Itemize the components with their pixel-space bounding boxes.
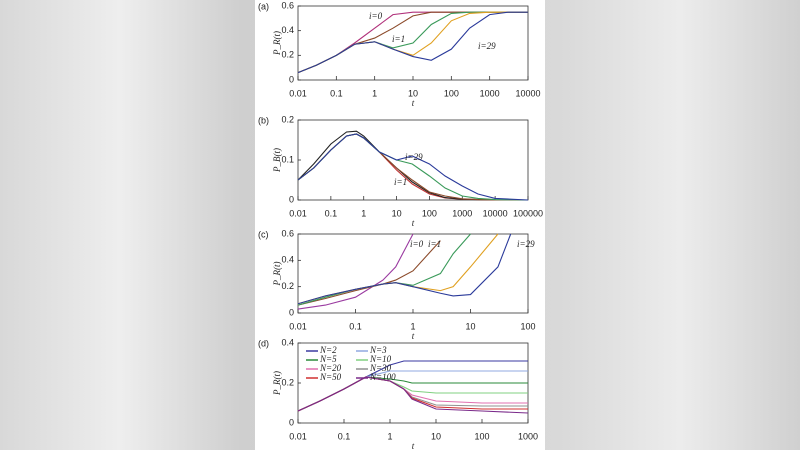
y-tick-label: 0.2	[281, 377, 294, 387]
curve-annotation: i=0	[410, 239, 424, 249]
x-tick-label: 100	[520, 321, 535, 331]
y-tick-label: 0.2	[281, 281, 294, 291]
panel-label: (a)	[258, 1, 269, 11]
x-tick-label: 1000	[518, 431, 538, 441]
x-axis-label: t	[412, 441, 415, 450]
legend-label: N=2	[319, 345, 337, 355]
x-tick-label: 1	[361, 208, 366, 218]
x-tick-label: 0.1	[325, 208, 338, 218]
x-axis-label: t	[412, 98, 415, 108]
curve-annotation: i=1	[392, 34, 405, 44]
legend-label: N=5	[319, 354, 337, 364]
y-axis-label: P_R(t)	[272, 371, 282, 396]
x-tick-label: 10	[408, 88, 418, 98]
y-tick-label: 0	[289, 194, 294, 204]
x-tick-label: 1	[387, 431, 392, 441]
x-tick-label: 10	[392, 208, 402, 218]
x-tick-label: 1	[410, 321, 415, 331]
x-tick-label: 1000	[452, 208, 472, 218]
data-line	[297, 11, 528, 74]
x-tick-label: 100	[444, 88, 459, 98]
legend-label: N=30	[369, 363, 392, 373]
legend-label: N=3	[369, 345, 387, 355]
y-tick-label: 0.1	[281, 154, 294, 164]
curve-annotation: i=29	[405, 152, 423, 162]
data-line	[297, 233, 414, 310]
y-axis-label: P_R(t)	[272, 262, 282, 287]
x-tick-label: 0.1	[330, 88, 343, 98]
y-axis-label: P_R(t)	[272, 31, 282, 56]
x-tick-label: 0.01	[289, 88, 307, 98]
legend-label: N=10	[369, 354, 392, 364]
y-tick-label: 0.2	[281, 50, 294, 60]
x-tick-label: 10000	[515, 88, 540, 98]
y-tick-label: 0	[289, 307, 294, 317]
y-tick-label: 0.6	[281, 0, 294, 10]
y-axis-label: P_B(t)	[272, 148, 282, 173]
x-tick-label: 0.01	[289, 208, 307, 218]
curve-annotation: i=29	[478, 41, 496, 51]
x-tick-label: 10	[465, 321, 475, 331]
data-line	[297, 133, 529, 201]
x-tick-label: 1	[372, 88, 377, 98]
y-tick-label: 0.4	[281, 255, 294, 265]
panel-label: (c)	[258, 229, 269, 239]
panel-label: (b)	[258, 115, 269, 125]
x-tick-label: 10000	[483, 208, 508, 218]
curve-annotation: i=29	[517, 239, 535, 249]
legend-label: N=100	[369, 372, 396, 382]
legend-label: N=50	[319, 372, 342, 382]
panel-label: (d)	[258, 338, 269, 348]
y-tick-label: 0	[289, 74, 294, 84]
y-tick-label: 0.4	[281, 337, 294, 347]
curve-annotation: i=1	[394, 177, 407, 187]
x-tick-label: 0.1	[338, 431, 351, 441]
curve-annotation: i=0	[369, 11, 383, 21]
legend-label: N=20	[319, 363, 342, 373]
x-tick-label: 0.01	[289, 431, 307, 441]
x-axis-label: t	[412, 331, 415, 341]
x-tick-label: 10	[431, 431, 441, 441]
x-tick-label: 100	[474, 431, 489, 441]
figure-background	[255, 0, 545, 450]
x-tick-label: 1000	[480, 88, 500, 98]
y-tick-label: 0.6	[281, 228, 294, 238]
data-line	[297, 376, 529, 414]
x-tick-label: 100	[422, 208, 437, 218]
y-tick-label: 0.4	[281, 25, 294, 35]
x-axis-label: t	[412, 218, 415, 228]
data-line	[297, 233, 512, 305]
curve-annotation: i=1	[428, 239, 441, 249]
y-tick-label: 0.2	[281, 114, 294, 124]
x-tick-label: 0.1	[349, 321, 362, 331]
x-tick-label: 100000	[513, 208, 543, 218]
y-tick-label: 0	[289, 417, 294, 427]
x-tick-label: 0.01	[289, 321, 307, 331]
